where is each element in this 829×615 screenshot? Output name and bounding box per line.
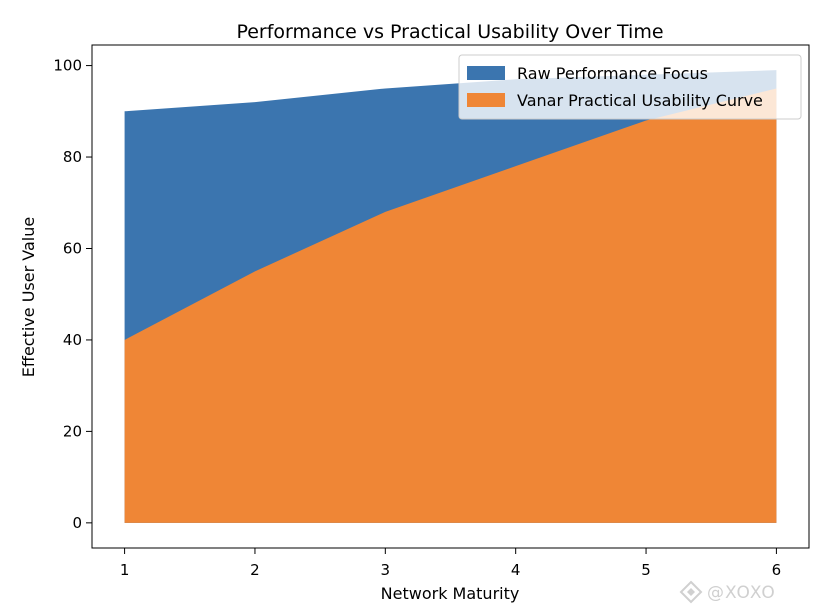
legend-frame	[458, 54, 802, 120]
area-vanar-usability	[124, 88, 777, 523]
chart-title: Performance vs Practical Usability Over …	[236, 21, 663, 43]
watermark-logo-icon	[679, 580, 703, 604]
y-tick-label: 60	[63, 239, 82, 257]
y-axis-label: Effective User Value	[19, 217, 38, 377]
y-tick-label: 80	[63, 148, 82, 166]
y-tick-label: 100	[53, 57, 82, 75]
x-tick-label: 1	[120, 561, 130, 579]
x-tick-label: 5	[641, 561, 651, 579]
x-axis-ticks: 1 2 3 4 5 6	[120, 548, 781, 579]
legend: Raw Performance Focus Vanar Practical Us…	[458, 54, 802, 120]
x-tick-label: 4	[511, 561, 521, 579]
plot-areas	[124, 70, 777, 523]
legend-label-vanar-usability: Vanar Practical Usability Curve	[517, 91, 763, 110]
watermark: @XOXO	[679, 580, 776, 604]
y-tick-label: 40	[63, 331, 82, 349]
legend-swatch-raw-performance	[467, 66, 505, 80]
x-tick-label: 3	[381, 561, 391, 579]
y-axis-ticks: 0 20 40 60 80 100	[53, 57, 92, 532]
plot-frame	[91, 44, 810, 549]
y-tick-label: 20	[63, 422, 82, 440]
watermark-text: @XOXO	[707, 583, 776, 603]
x-tick-label: 2	[250, 561, 260, 579]
y-tick-label: 0	[72, 514, 82, 532]
x-tick-label: 6	[772, 561, 782, 579]
x-axis-label: Network Maturity	[381, 584, 520, 603]
legend-label-raw-performance: Raw Performance Focus	[517, 64, 708, 83]
legend-swatch-vanar-usability	[467, 93, 505, 107]
